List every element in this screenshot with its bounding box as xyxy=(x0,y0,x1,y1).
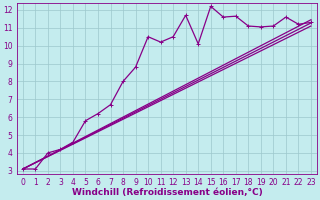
X-axis label: Windchill (Refroidissement éolien,°C): Windchill (Refroidissement éolien,°C) xyxy=(72,188,262,197)
